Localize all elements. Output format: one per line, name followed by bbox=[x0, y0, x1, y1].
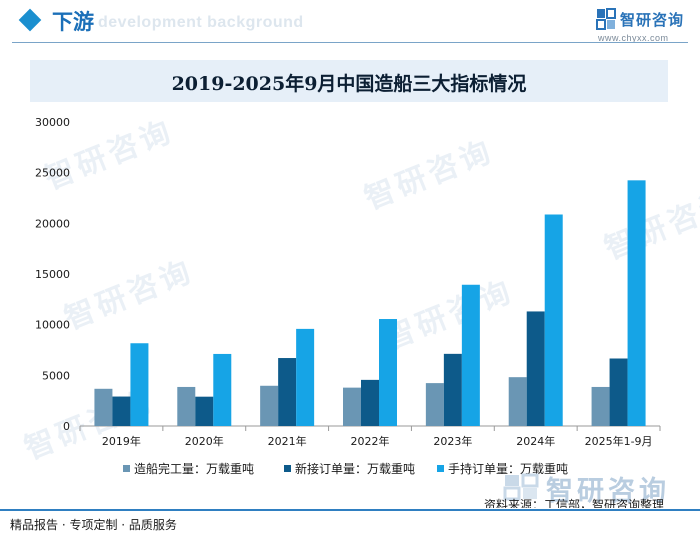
bar-3 bbox=[627, 180, 646, 426]
header-divider bbox=[12, 42, 688, 43]
legend-item: 手持订单量：万载重吨 bbox=[437, 458, 568, 478]
bar-2 bbox=[609, 358, 628, 426]
footer-divider bbox=[0, 509, 700, 511]
y-tick-label: 20000 bbox=[35, 217, 70, 230]
logo-icon bbox=[596, 8, 616, 30]
legend-swatch bbox=[123, 464, 130, 472]
y-tick-label: 25000 bbox=[35, 167, 70, 180]
bar-1 bbox=[94, 388, 113, 426]
legend-item: 新接订单量：万载重吨 bbox=[284, 458, 415, 478]
footer bbox=[0, 508, 700, 538]
bar-3 bbox=[379, 319, 397, 426]
bar-2 bbox=[112, 396, 131, 426]
bar-2 bbox=[443, 353, 462, 426]
bar-2 bbox=[526, 311, 545, 426]
x-tick-label: 2019年 bbox=[102, 434, 141, 448]
x-tick-label: 2020年 bbox=[185, 434, 224, 448]
legend-swatch bbox=[437, 464, 444, 472]
logo-url: www.chyxx.com bbox=[598, 33, 669, 43]
x-tick-label: 2023年 bbox=[433, 434, 472, 448]
bar-1 bbox=[591, 386, 610, 426]
x-tick-label: 2021年 bbox=[268, 434, 307, 448]
bar-1 bbox=[425, 383, 444, 426]
bar-1 bbox=[508, 377, 527, 426]
bar-2 bbox=[195, 396, 214, 426]
y-tick-label: 10000 bbox=[35, 319, 70, 332]
legend-label: 造船完工量：万载重吨 bbox=[134, 461, 255, 476]
background-caption: development background bbox=[98, 14, 304, 31]
x-tick-label: 2025年1-9月 bbox=[585, 434, 653, 448]
x-tick-label: 2022年 bbox=[351, 434, 390, 448]
bar-3 bbox=[461, 284, 480, 426]
y-tick-label: 15000 bbox=[35, 268, 70, 281]
legend-label: 新接订单量：万载重吨 bbox=[295, 461, 416, 476]
bar-1 bbox=[177, 386, 196, 426]
y-tick-label: 0 bbox=[63, 420, 70, 433]
legend-swatch bbox=[284, 464, 291, 472]
legend: 造船完工量：万载重吨 新接订单量：万载重吨 手持订单量：万载重吨 bbox=[0, 458, 700, 478]
bar-3 bbox=[296, 328, 315, 426]
x-tick-label: 2024年 bbox=[516, 434, 555, 448]
bar-3 bbox=[213, 353, 232, 426]
y-tick-label: 5000 bbox=[42, 369, 70, 382]
watermark-logo-text: 智研咨询 bbox=[546, 476, 670, 507]
bar-1 bbox=[343, 387, 361, 426]
bar-1 bbox=[260, 385, 279, 426]
bar-2 bbox=[278, 358, 297, 426]
section-title: 下游 bbox=[52, 9, 94, 34]
bar-3 bbox=[130, 343, 149, 426]
footer-slogan: 精品报告 · 专项定制 · 品质服务 bbox=[10, 518, 177, 532]
legend-item: 造船完工量：万载重吨 bbox=[123, 458, 254, 478]
chart-title-box: 2019-2025年9月中国造船三大指标情况 bbox=[30, 60, 668, 102]
logo-name: 智研咨询 bbox=[620, 11, 685, 29]
header: development background 下游 智研咨询 www.chyxx… bbox=[0, 0, 700, 44]
legend-label: 手持订单量：万载重吨 bbox=[448, 461, 569, 476]
bar-3 bbox=[544, 214, 563, 426]
watermark-logo-icon bbox=[503, 473, 539, 501]
y-tick-label: 30000 bbox=[35, 116, 70, 129]
chart-title: 2019-2025年9月中国造船三大指标情况 bbox=[171, 73, 527, 95]
bar-2 bbox=[361, 379, 379, 426]
